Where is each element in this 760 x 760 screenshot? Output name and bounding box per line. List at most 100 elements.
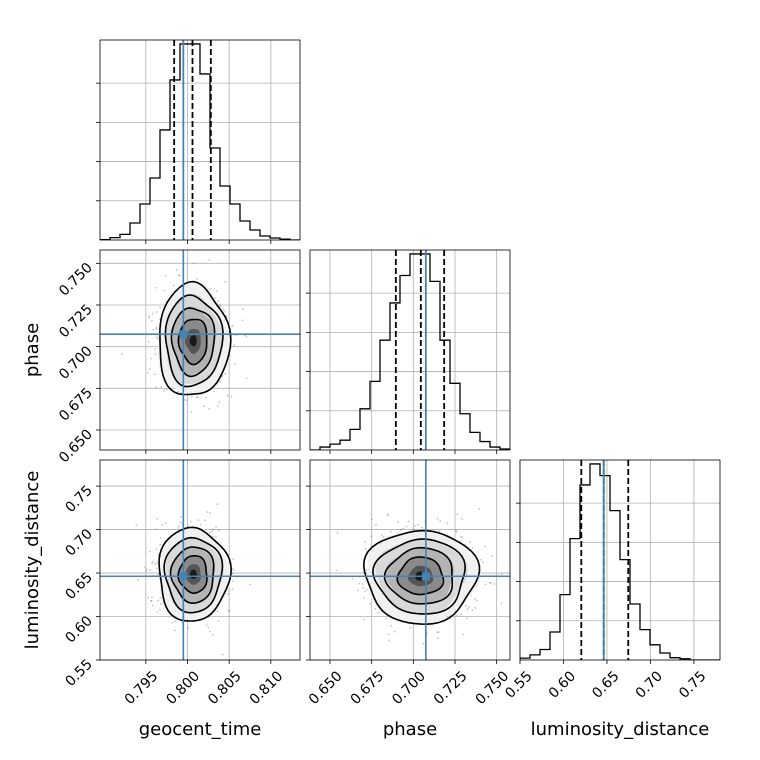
x-tick-label: 0.805	[205, 668, 245, 708]
sample-point	[465, 605, 467, 608]
y-tick-label: 0.700	[56, 343, 96, 383]
sample-point	[175, 269, 178, 271]
sample-point	[399, 529, 402, 532]
sample-point	[154, 352, 157, 355]
sample-point	[177, 274, 180, 277]
sample-point	[245, 335, 248, 338]
sample-point	[203, 405, 206, 408]
sample-point	[151, 312, 154, 315]
sample-point	[174, 620, 176, 623]
density-level	[189, 335, 197, 347]
sample-point	[244, 334, 246, 337]
x-tick-label: 0.70	[633, 668, 666, 701]
sample-point	[228, 610, 231, 613]
sample-point	[375, 523, 377, 526]
x-tick-label: 0.650	[306, 668, 346, 708]
sample-point	[219, 303, 222, 306]
sample-point	[217, 300, 220, 303]
hist-luminosity_distance-grid	[519, 460, 720, 660]
sample-point	[165, 222, 167, 224]
sample-point	[211, 530, 214, 533]
truth-marker	[179, 572, 188, 581]
sample-point	[176, 390, 179, 393]
y-tick-label: 0.70	[62, 526, 95, 559]
sample-point	[459, 540, 462, 542]
x-tick-label: 0.55	[502, 668, 535, 701]
sample-point	[460, 535, 462, 538]
sample-point	[159, 306, 162, 309]
sample-point	[211, 528, 214, 531]
sample-point	[370, 535, 373, 538]
sample-point	[491, 554, 494, 557]
sample-point	[446, 522, 449, 525]
sample-point	[215, 290, 218, 293]
y-tick-label: 0.725	[56, 302, 96, 342]
sample-point	[489, 582, 492, 584]
sample-point	[145, 568, 148, 571]
sample-point	[416, 523, 419, 526]
sample-point	[438, 529, 441, 532]
pair-0-body	[100, 222, 300, 450]
sample-point	[412, 528, 415, 531]
sample-point	[402, 527, 405, 530]
sample-point	[466, 617, 468, 620]
sample-point	[358, 582, 361, 585]
sample-point	[377, 611, 380, 614]
contour-line	[169, 546, 215, 605]
sample-point	[157, 599, 159, 602]
sample-point	[231, 572, 234, 575]
sample-point	[413, 524, 416, 527]
sample-point	[190, 411, 193, 414]
contour-line	[177, 318, 208, 366]
sample-point	[369, 603, 371, 605]
sample-point	[172, 284, 175, 287]
x-tick-label: 0.75	[676, 668, 709, 701]
hist-phase-frame	[309, 249, 511, 451]
sample-point	[389, 530, 392, 533]
sample-point	[135, 524, 138, 526]
sample-point	[190, 520, 192, 523]
contour-line	[163, 536, 224, 614]
sample-point	[151, 604, 154, 607]
sample-point	[208, 259, 211, 261]
sample-point	[208, 512, 211, 514]
sample-point	[155, 336, 158, 339]
sample-point	[393, 630, 396, 633]
sample-point	[149, 599, 152, 602]
sample-point	[464, 543, 467, 546]
contour-line	[164, 294, 224, 388]
sample-point	[456, 614, 458, 617]
sample-point	[171, 621, 174, 624]
sample-point	[460, 613, 462, 616]
sample-point	[165, 300, 168, 303]
sample-point	[224, 372, 227, 375]
sample-point	[218, 401, 221, 404]
contour-line	[158, 526, 233, 622]
hist-luminosity_distance-step	[520, 463, 720, 660]
sample-point	[437, 631, 440, 634]
sample-point	[159, 543, 162, 546]
sample-point	[439, 520, 442, 522]
sample-point	[351, 577, 354, 580]
y-axis-label: phase	[22, 323, 43, 377]
sample-point	[204, 519, 206, 522]
contour-line	[159, 280, 232, 396]
y-tick-label: 0.750	[56, 260, 96, 300]
sample-point	[436, 637, 439, 640]
sample-point	[156, 517, 159, 520]
sample-point	[232, 558, 235, 561]
sample-point	[462, 633, 465, 636]
sample-point	[196, 278, 199, 280]
sample-point	[222, 308, 225, 311]
hist-phase-grid	[310, 250, 510, 450]
sample-point	[155, 286, 158, 289]
sample-point	[468, 606, 470, 608]
sample-point	[147, 596, 150, 599]
sample-point	[219, 380, 221, 383]
sample-point	[211, 535, 214, 538]
sample-point	[185, 399, 188, 402]
sample-point	[152, 560, 155, 563]
sample-point	[187, 627, 190, 630]
sample-point	[150, 357, 153, 360]
sample-point	[149, 550, 151, 553]
